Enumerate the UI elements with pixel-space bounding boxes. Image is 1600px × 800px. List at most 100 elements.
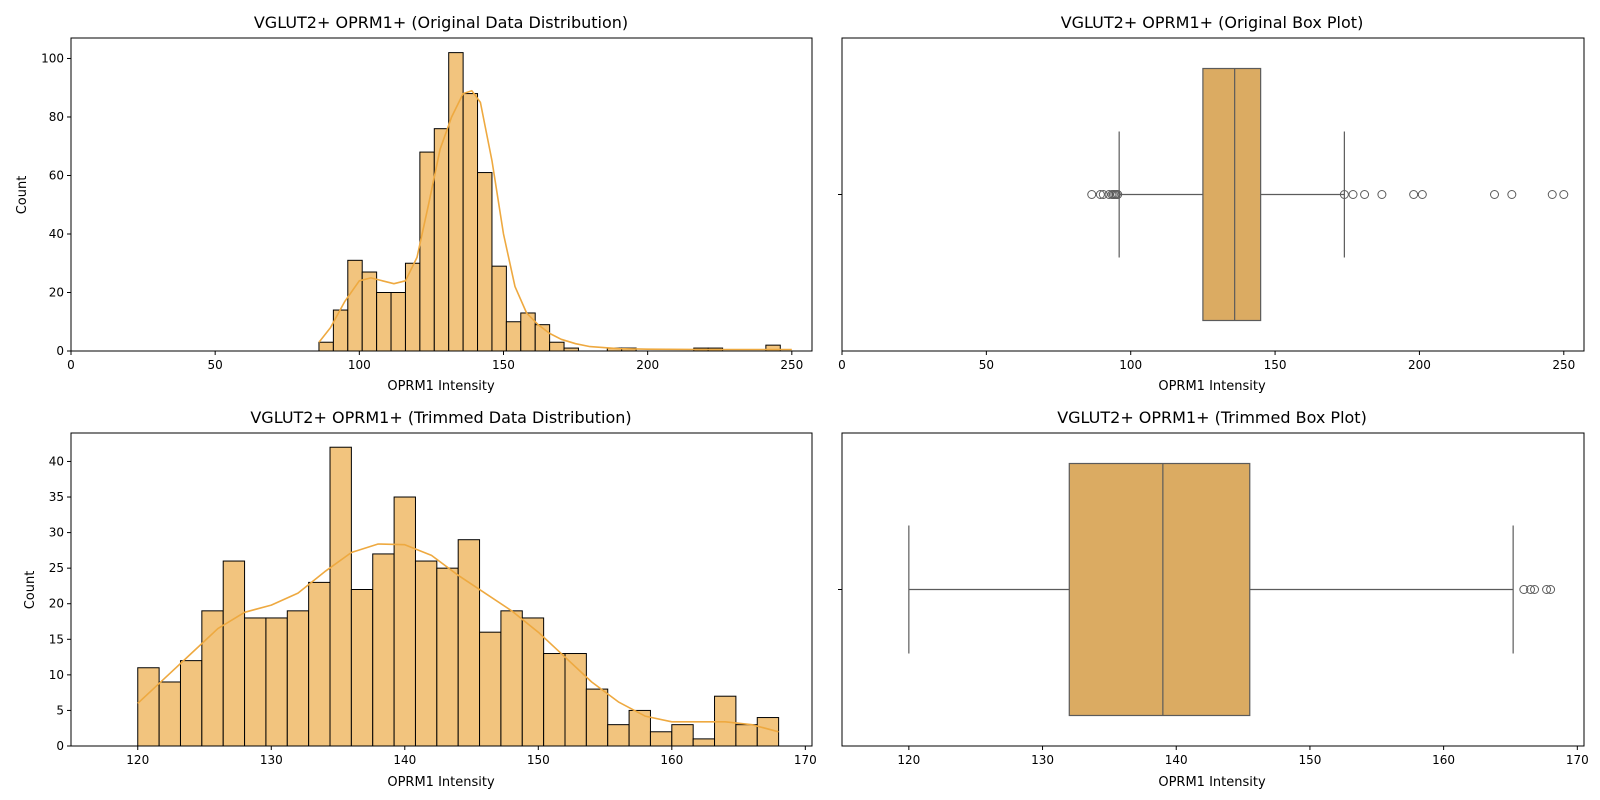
original-boxplot-outlier-point <box>1348 190 1358 199</box>
original-boxplot-panel: VGLUT2+ OPRM1+ (Original Box Plot) OPRM1… <box>838 13 1585 394</box>
original-boxplot-outlier-point <box>1377 190 1387 199</box>
trimmed-histogram-bar <box>372 553 395 747</box>
trimmed-boxplot-outlier-point <box>1526 585 1536 594</box>
trimmed-histogram-xtick-label: 160 <box>660 753 683 767</box>
trimmed-histogram-bar <box>671 724 694 747</box>
original-boxplot-title: VGLUT2+ OPRM1+ (Original Box Plot) <box>1061 13 1364 32</box>
trimmed-boxplot-panel: VGLUT2+ OPRM1+ (Trimmed Box Plot) OPRM1 … <box>838 408 1589 790</box>
original-histogram-xtick-label: 200 <box>636 358 659 372</box>
trimmed-histogram-xlabel: OPRM1 Intensity <box>387 775 495 790</box>
trimmed-histogram-bar <box>137 667 160 747</box>
original-boxplot-iqr-box <box>1202 67 1262 322</box>
trimmed-histogram-bar <box>158 681 181 747</box>
trimmed-histogram-bar <box>543 653 566 747</box>
original-histogram-ytick-label: 0 <box>56 344 64 358</box>
trimmed-histogram-ytick-label: 40 <box>49 454 64 468</box>
trimmed-boxplot-plot-area: 120 130 140 150 160 170 <box>838 432 1589 767</box>
original-histogram-xtick-label: 150 <box>492 358 515 372</box>
original-histogram-xtick-label: 250 <box>780 358 803 372</box>
original-histogram-bar <box>477 172 493 352</box>
trimmed-histogram-bar <box>607 724 630 747</box>
trimmed-histogram-bar <box>308 581 331 747</box>
original-histogram-ytick-label: 100 <box>41 51 64 65</box>
trimmed-boxplot-outlier-point <box>1519 585 1529 594</box>
trimmed-boxplot-xtick-label: 120 <box>897 753 920 767</box>
trimmed-histogram-bar <box>329 446 352 747</box>
trimmed-boxplot-outlier-point <box>1530 585 1540 594</box>
original-histogram-xtick-label: 0 <box>67 358 75 372</box>
original-histogram-bar <box>390 291 406 352</box>
original-histogram-panel: VGLUT2+ OPRM1+ (Original Data Distributi… <box>15 13 813 394</box>
trimmed-histogram-bar <box>265 617 288 747</box>
trimmed-histogram-ytick-label: 25 <box>49 561 64 575</box>
original-histogram-xtick-label: 50 <box>208 358 223 372</box>
axes-frame <box>70 432 813 747</box>
original-histogram-bar <box>549 341 565 352</box>
original-boxplot-outlier-point <box>1489 190 1499 199</box>
trimmed-histogram-bar <box>521 617 545 747</box>
original-boxplot-xtick-label: 50 <box>979 358 994 372</box>
trimmed-histogram-bar <box>179 660 203 747</box>
trimmed-histogram-plot-area: 120 130 140 150 160 170 0 5 10 15 20 25 30 35 40 <box>49 432 817 767</box>
trimmed-histogram-bar <box>500 610 523 747</box>
trimmed-histogram-bar <box>222 560 246 747</box>
trimmed-histogram-ytick-label: 5 <box>56 703 64 717</box>
original-boxplot-xtick-label: 200 <box>1408 358 1431 372</box>
trimmed-histogram-ytick-label: 30 <box>49 526 64 540</box>
original-histogram-ytick-label: 40 <box>49 227 64 241</box>
trimmed-histogram-ytick-label: 0 <box>56 739 64 753</box>
trimmed-histogram-bar <box>393 496 416 747</box>
original-histogram-bar <box>505 321 522 352</box>
trimmed-histogram-xtick-label: 130 <box>260 753 283 767</box>
original-boxplot-outlier-point <box>1547 190 1557 199</box>
original-histogram-kde-line <box>318 89 792 351</box>
original-histogram-bar <box>419 151 435 352</box>
trimmed-histogram-ytick-label: 35 <box>49 490 64 504</box>
trimmed-histogram-bar <box>585 688 609 747</box>
trimmed-histogram-xtick-label: 140 <box>393 753 416 767</box>
trimmed-histogram-bar <box>286 610 310 747</box>
trimmed-histogram-bar <box>350 589 374 747</box>
original-histogram-bar <box>462 93 479 352</box>
original-boxplot-outlier-point <box>1360 190 1370 199</box>
trimmed-histogram-bar <box>649 731 673 747</box>
trimmed-histogram-bar <box>735 724 758 747</box>
original-boxplot-xtick-label: 0 <box>838 358 846 372</box>
original-histogram-bar <box>361 271 378 352</box>
axes-frame <box>70 37 813 352</box>
trimmed-histogram-title: VGLUT2+ OPRM1+ (Trimmed Data Distributio… <box>250 408 631 427</box>
trimmed-boxplot-xtick-label: 130 <box>1031 753 1054 767</box>
original-boxplot-outlier-point <box>1098 190 1108 199</box>
trimmed-histogram-xtick-label: 150 <box>527 753 550 767</box>
trimmed-histogram-bar <box>479 631 502 747</box>
original-histogram-bar <box>318 341 334 352</box>
trimmed-histogram-bar <box>414 560 438 747</box>
trimmed-histogram-ytick-label: 20 <box>49 597 64 611</box>
trimmed-boxplot-xtick-label: 160 <box>1432 753 1455 767</box>
original-histogram-bar <box>376 291 392 352</box>
original-boxplot-xlabel: OPRM1 Intensity <box>1158 379 1266 394</box>
trimmed-boxplot-xtick-label: 140 <box>1165 753 1188 767</box>
trimmed-boxplot-title: VGLUT2+ OPRM1+ (Trimmed Box Plot) <box>1057 408 1367 427</box>
trimmed-boxplot-outlier-point <box>1542 585 1552 594</box>
original-boxplot-xtick-label: 100 <box>1119 358 1142 372</box>
trimmed-boxplot-xtick-label: 150 <box>1298 753 1321 767</box>
original-histogram-xlabel: OPRM1 Intensity <box>387 379 495 394</box>
trimmed-histogram-xtick-label: 120 <box>126 753 149 767</box>
trimmed-histogram-bar <box>436 567 459 747</box>
original-boxplot-xtick-label: 250 <box>1552 358 1575 372</box>
original-histogram-bar <box>347 259 363 352</box>
original-histogram-ytick-label: 80 <box>49 110 64 124</box>
original-boxplot-outlier-point <box>1095 190 1105 199</box>
original-boxplot-outlier-point <box>1113 190 1123 199</box>
trimmed-histogram-kde-line <box>137 543 779 733</box>
original-boxplot-outlier-point <box>1417 190 1427 199</box>
trimmed-histogram-bar <box>201 610 224 747</box>
original-histogram-ytick-label: 20 <box>49 285 64 299</box>
original-boxplot-outlier-point <box>1104 190 1114 199</box>
trimmed-histogram-ytick-label: 10 <box>49 668 64 682</box>
original-boxplot-xtick-label: 150 <box>1264 358 1287 372</box>
original-boxplot-plot-area: 0 50 100 150 200 250 <box>838 37 1585 372</box>
trimmed-histogram-bar <box>244 617 267 747</box>
